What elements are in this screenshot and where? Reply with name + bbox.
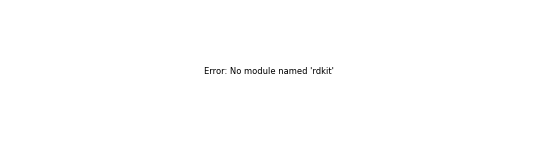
Text: Error: No module named 'rdkit': Error: No module named 'rdkit' (204, 68, 334, 76)
